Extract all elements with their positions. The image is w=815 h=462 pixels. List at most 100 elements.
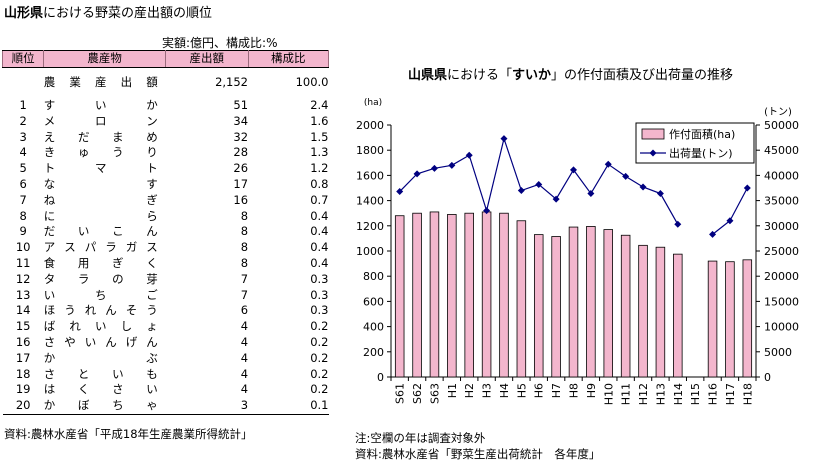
chart-note: 注:空欄の年は調査対象外 bbox=[355, 431, 486, 445]
bar-area-H5 bbox=[516, 220, 527, 378]
row-ratio: 0.3 bbox=[310, 287, 329, 302]
left-tick-label: 1600 bbox=[356, 169, 384, 182]
row-rank: 10 bbox=[15, 240, 31, 255]
table-row: 18 さといも 4 0.2 bbox=[3, 367, 329, 383]
marker-shipment-H6 bbox=[535, 180, 543, 188]
marker-shipment-S61 bbox=[396, 188, 404, 196]
legend-bar-swatch bbox=[641, 128, 665, 140]
total-label: 農業産出額 bbox=[43, 75, 158, 90]
row-ratio: 2.4 bbox=[310, 98, 329, 112]
x-tick-label: H9 bbox=[585, 383, 598, 398]
row-rank: 8 bbox=[19, 208, 27, 223]
marker-shipment-H10 bbox=[604, 160, 612, 168]
unit-note: 実額:億円、構成比:% bbox=[162, 36, 278, 50]
crop-name: ほうれんそう bbox=[43, 303, 158, 318]
bar-area-H12 bbox=[638, 244, 648, 378]
row-rank: 19 bbox=[15, 382, 31, 397]
bar-area-H4 bbox=[499, 212, 509, 378]
x-tick-label: S62 bbox=[411, 383, 424, 404]
row-rank: 7 bbox=[19, 192, 27, 207]
table-row: 4 きゅうり 28 1.3 bbox=[3, 145, 328, 161]
row-ratio: 0.2 bbox=[310, 334, 329, 349]
crop-name: すいか bbox=[43, 98, 158, 112]
marker-shipment-S63 bbox=[430, 164, 438, 172]
marker-shipment-H4 bbox=[500, 135, 508, 143]
row-crop: さといも bbox=[44, 367, 166, 383]
row-rank: 17 bbox=[15, 350, 31, 365]
x-tick-label: H3 bbox=[481, 383, 494, 398]
crop-name: にら bbox=[43, 208, 158, 223]
row-value: 8 bbox=[240, 208, 249, 223]
table-header-row: 順位 農産物 産出額 構成比 bbox=[1, 50, 330, 68]
x-tick-label: H6 bbox=[533, 383, 546, 398]
row-rank: 6 bbox=[19, 176, 27, 191]
crop-name: かぶ bbox=[43, 350, 158, 365]
page-title-rest: における野菜の産出額の順位 bbox=[43, 6, 213, 21]
x-tick-label: H2 bbox=[463, 383, 476, 398]
marker-shipment-H17 bbox=[726, 217, 734, 225]
row-rank: 16 bbox=[15, 334, 31, 349]
table-row: 2 メロン 34 1.6 bbox=[3, 114, 328, 130]
x-tick-label: H18 bbox=[741, 383, 754, 405]
table-row: 20 かぼちゃ 3 0.1 bbox=[2, 398, 329, 415]
row-ratio: 0.4 bbox=[310, 255, 329, 270]
bar-area-H7 bbox=[551, 236, 561, 378]
chart-title-prefecture: 山県県 bbox=[408, 68, 448, 83]
x-tick-label: H16 bbox=[707, 383, 720, 405]
row-crop: ほうれんそう bbox=[44, 303, 166, 319]
table-row: 5 トマト 26 1.2 bbox=[3, 161, 328, 177]
table-row: 8 にら 8 0.4 bbox=[3, 208, 328, 225]
right-tick-label: 30000 bbox=[764, 220, 799, 233]
marker-shipment-H12 bbox=[639, 183, 647, 191]
row-rank: 11 bbox=[15, 255, 31, 270]
total-ratio: 100.0 bbox=[295, 75, 329, 90]
row-crop: 食用ぎく bbox=[44, 256, 166, 272]
chart-svg: 0 200 400 600 800 1000 1200 1400 1600 1800 2000 (ha… bbox=[356, 98, 799, 405]
row-rank: 12 bbox=[15, 271, 31, 286]
left-tick-label: 1200 bbox=[356, 220, 384, 233]
x-tick-label: H7 bbox=[550, 383, 563, 398]
crop-name: さといも bbox=[43, 366, 158, 381]
row-ratio: 0.4 bbox=[310, 224, 329, 239]
ranking-table: 順位 農産物 産出額 構成比 農業産出額 2,152 100.0 1 すいか 51 2… bbox=[1, 50, 330, 415]
x-tick-label: H10 bbox=[602, 383, 615, 405]
row-crop: メロン bbox=[44, 114, 166, 130]
right-tick-label: 45000 bbox=[764, 144, 799, 157]
bar-area-S62 bbox=[412, 212, 422, 378]
x-tick-label: H4 bbox=[498, 383, 511, 398]
row-rank: 18 bbox=[15, 366, 31, 381]
marker-shipment-H11 bbox=[622, 172, 630, 180]
row-crop: はくさい bbox=[44, 382, 166, 398]
crop-name: アスパラガス bbox=[43, 240, 158, 255]
row-ratio: 0.2 bbox=[310, 319, 329, 334]
row-value: 8 bbox=[240, 255, 249, 270]
row-crop: トマト bbox=[44, 161, 166, 177]
row-value: 4 bbox=[240, 334, 249, 349]
row-value: 4 bbox=[240, 350, 249, 365]
table-row: 3 えだまめ 32 1.5 bbox=[3, 130, 328, 146]
bar-area-H16 bbox=[707, 260, 718, 378]
table-row: 13 いちご 7 0.3 bbox=[3, 288, 329, 304]
right-tick-label: 15000 bbox=[764, 295, 799, 308]
row-rank: 14 bbox=[15, 303, 31, 318]
x-tick-label: S61 bbox=[394, 383, 407, 404]
row-value: 4 bbox=[240, 382, 249, 397]
row-value: 16 bbox=[233, 192, 249, 207]
right-tick-label: 40000 bbox=[764, 169, 799, 182]
chart-title-end: 」の作付面積及び出荷量の推移 bbox=[551, 68, 734, 83]
left-tick-label: 800 bbox=[363, 270, 384, 283]
marker-shipment-H8 bbox=[570, 166, 577, 174]
table-row: 12 タラの芽 7 0.3 bbox=[3, 272, 329, 288]
x-tick-label: S63 bbox=[428, 383, 441, 404]
row-crop: えだまめ bbox=[44, 130, 166, 146]
row-crop: かぼちゃ bbox=[43, 398, 166, 415]
page-title-prefecture: 山形県 bbox=[4, 6, 44, 21]
legend-bar-label: 作付面積(ha) bbox=[669, 127, 735, 141]
right-tick-label: 0 bbox=[764, 371, 771, 384]
row-ratio: 0.4 bbox=[310, 240, 329, 255]
row-crop: ねぎ bbox=[44, 193, 166, 209]
marker-shipment-H7 bbox=[552, 195, 560, 203]
x-tick-label: H15 bbox=[689, 383, 702, 405]
bar-area-H1 bbox=[447, 214, 457, 378]
bar-area-S61 bbox=[394, 215, 405, 378]
